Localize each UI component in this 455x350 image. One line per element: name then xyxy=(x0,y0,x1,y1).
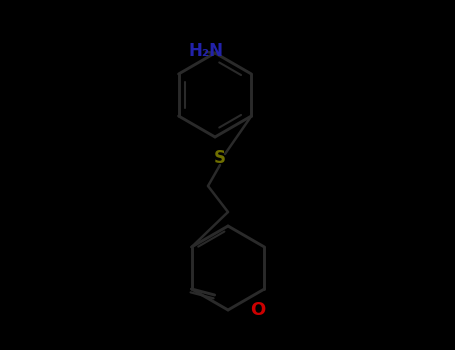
Text: H₂N: H₂N xyxy=(188,42,223,60)
Text: S: S xyxy=(214,149,226,167)
Text: O: O xyxy=(250,301,266,319)
